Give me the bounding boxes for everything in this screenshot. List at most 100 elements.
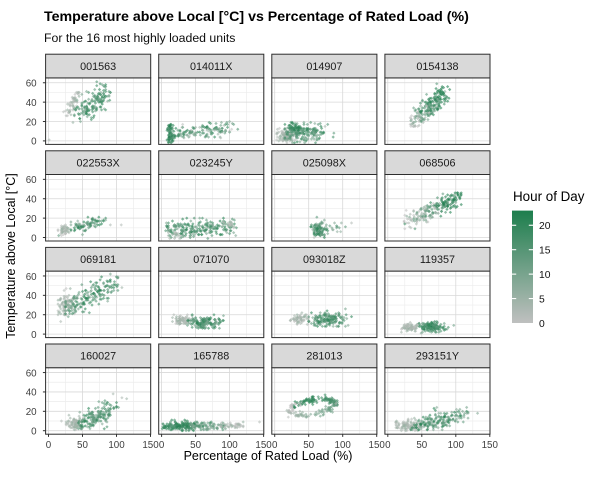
scatter-point (178, 128, 182, 132)
x-tick-label: 0 (46, 440, 52, 451)
scatter-point (108, 90, 112, 95)
scatter-point (72, 226, 76, 230)
facet-strip-label: 069181 (80, 254, 116, 266)
scatter-point (456, 420, 460, 424)
scatter-point (313, 141, 318, 145)
scatter-point (412, 106, 416, 110)
scatter-point (334, 324, 339, 328)
scatter-point (172, 424, 177, 428)
scatter-point (291, 408, 295, 412)
scatter-point (435, 204, 440, 209)
scatter-point (257, 420, 262, 424)
scatter-point (197, 424, 201, 428)
scatter-point (106, 408, 110, 412)
scatter-point (67, 293, 71, 297)
scatter-points (394, 405, 480, 433)
facet-strip-label: 014011X (190, 61, 232, 73)
scatter-point (80, 101, 84, 105)
scatter-point (305, 316, 309, 321)
scatter-point (334, 224, 339, 228)
scatter-point (202, 229, 207, 233)
scatter-point (57, 311, 61, 315)
scatter-point (422, 207, 426, 211)
scatter-point (305, 414, 309, 418)
scatter-points (56, 272, 124, 324)
scatter-point (429, 417, 433, 421)
scatter-point (72, 114, 76, 118)
scatter-point (288, 403, 292, 408)
scatter-point (63, 312, 68, 316)
scatter-point (196, 322, 200, 327)
scatter-point (87, 301, 91, 305)
scatter-point (203, 226, 207, 230)
scatter-point (72, 107, 76, 111)
scatter-point (445, 207, 449, 211)
facet-panel-119357: 119357 (384, 246, 491, 339)
scatter-point (445, 418, 449, 422)
scatter-point (320, 399, 324, 403)
scatter-point (195, 424, 199, 428)
scatter-point (221, 314, 226, 318)
scatter-point (320, 222, 324, 226)
scatter-point (191, 316, 195, 321)
scatter-point (96, 405, 100, 410)
scatter-point (435, 201, 439, 206)
scatter-point (104, 108, 108, 112)
scatter-point (439, 198, 444, 202)
scatter-point (319, 317, 323, 322)
scatter-point (167, 135, 171, 139)
scatter-point (179, 229, 183, 233)
scatter-point (299, 413, 303, 417)
scatter-point (198, 227, 202, 231)
facet-strip (158, 53, 265, 79)
scatter-point (312, 137, 316, 141)
scatter-point (78, 426, 82, 430)
scatter-point (102, 96, 106, 100)
scatter-point (283, 127, 287, 131)
scatter-point (89, 418, 93, 422)
scatter-point (419, 427, 423, 431)
scatter-point (99, 222, 104, 226)
scatter-point (440, 85, 444, 89)
scatter-points (275, 120, 336, 145)
scatter-point (93, 218, 98, 222)
scatter-point (292, 411, 296, 415)
scatter-point (69, 223, 73, 227)
scatter-point (442, 202, 446, 207)
scatter-point (77, 290, 81, 295)
scatter-point (433, 91, 437, 96)
facet-panel-025098X: 025098X (271, 150, 378, 242)
scatter-points (165, 119, 240, 145)
scatter-point (84, 112, 89, 116)
scatter-point (227, 425, 231, 429)
scatter-point (283, 136, 287, 140)
facet-strip-label: 093018Z (303, 254, 346, 266)
scatter-point (94, 299, 98, 303)
x-tick-label: 150 (369, 440, 386, 451)
scatter-point (230, 221, 234, 225)
scatter-point (399, 327, 403, 331)
scatter-point (320, 132, 324, 136)
scatter-point (435, 102, 440, 106)
scatter-point (286, 130, 290, 134)
scatter-point (435, 324, 440, 328)
scatter-point (183, 316, 188, 320)
scatter-point (409, 420, 413, 424)
scatter-point (176, 232, 180, 236)
scatter-point (198, 125, 202, 129)
scatter-point (183, 130, 188, 134)
scatter-point (185, 128, 190, 132)
scatter-point (221, 428, 225, 432)
scatter-point (184, 429, 188, 433)
scatter-point (64, 114, 68, 118)
scatter-point (324, 223, 328, 227)
scatter-point (407, 215, 412, 219)
scatter-point (76, 427, 81, 431)
scatter-point (181, 319, 185, 324)
scatter-point (303, 402, 307, 407)
scatter-point (106, 299, 110, 303)
scatter-point (64, 294, 68, 298)
scatter-point (64, 225, 68, 229)
scatter-point (76, 307, 81, 311)
scatter-point (172, 136, 177, 140)
